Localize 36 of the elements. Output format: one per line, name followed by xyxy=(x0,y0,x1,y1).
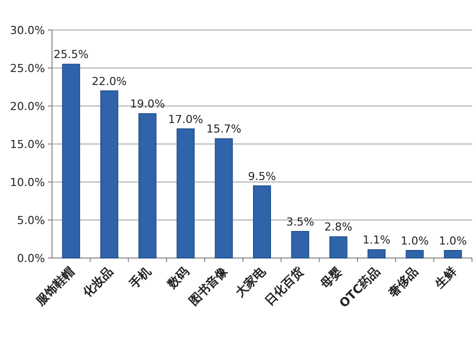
data-label: 22.0% xyxy=(92,74,127,88)
bar xyxy=(138,113,156,258)
data-label: 19.0% xyxy=(130,98,165,111)
y-tick-label: 30.0% xyxy=(10,24,45,37)
y-tick-label: 15.0% xyxy=(10,138,45,151)
y-tick-label: 20.0% xyxy=(10,100,45,113)
bar xyxy=(329,236,348,258)
y-tick-label: 0.0% xyxy=(17,252,45,265)
bar xyxy=(291,231,310,258)
data-label: 9.5% xyxy=(248,170,276,183)
bar xyxy=(406,250,424,258)
data-label: 17.0% xyxy=(168,112,204,126)
x-tick-label: 手机 xyxy=(126,264,154,292)
data-label: 1.1% xyxy=(362,234,391,247)
y-tick-label: 25.0% xyxy=(10,62,45,75)
data-label: 25.5% xyxy=(54,48,89,62)
bar xyxy=(368,249,386,258)
data-label: 1.0% xyxy=(438,234,467,248)
data-label: 1.0% xyxy=(400,234,429,248)
x-tick-label: 奢侈品 xyxy=(384,264,421,300)
bar xyxy=(176,128,195,258)
data-label: 3.5% xyxy=(286,215,314,228)
x-tick-label: 数码 xyxy=(164,264,192,292)
x-tick-label: 生鲜 xyxy=(431,264,460,292)
x-tick-label: 化妆品 xyxy=(79,264,116,300)
data-label: 2.8% xyxy=(324,220,352,234)
y-tick-label: 5.0% xyxy=(17,214,45,227)
y-tick-label: 10.0% xyxy=(10,176,45,189)
bar xyxy=(100,90,118,258)
x-tick-label: 服饰鞋帽 xyxy=(32,264,78,309)
bar xyxy=(214,138,233,258)
data-label: 15.7% xyxy=(206,122,242,136)
bar xyxy=(444,250,462,258)
x-tick-label: 母婴 xyxy=(316,264,344,292)
bar xyxy=(253,185,271,258)
bar xyxy=(62,64,80,258)
